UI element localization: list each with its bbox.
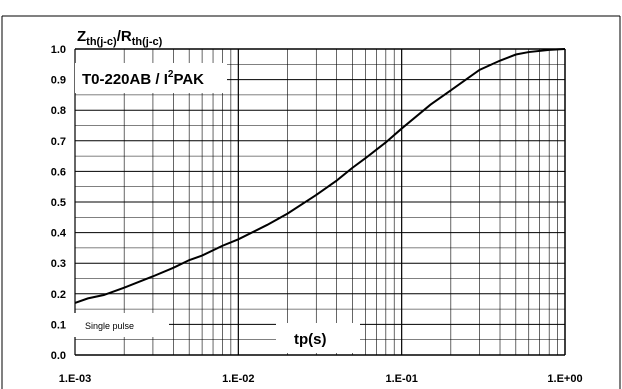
y-label-z-sub: th(j-c) [86, 36, 117, 48]
package-label-sup: 2 [168, 69, 174, 80]
x-tick-labels: 1.E-03 1.E-02 1.E-01 1.E+00 [59, 373, 583, 385]
y-tick-5: 0.5 [51, 197, 66, 209]
x-tick-1: 1.E-02 [222, 373, 254, 385]
x-tick-3: 1.E+00 [547, 373, 582, 385]
y-tick-8: 0.8 [51, 105, 66, 117]
y-tick-labels: 0.0 0.1 0.2 0.3 0.4 0.5 0.6 0.7 0.8 0.9 1.0 [51, 44, 67, 362]
y-tick-0: 0.0 [51, 350, 66, 362]
y-label-r: R [121, 28, 132, 45]
y-tick-9: 0.9 [51, 75, 66, 87]
y-label-z: Z [77, 28, 86, 45]
package-label: T0-220AB / I2PAK [82, 69, 204, 88]
single-pulse-box [73, 313, 169, 337]
y-label-slash: / [117, 28, 122, 45]
x-axis-label: tp(s) [294, 331, 327, 348]
y-tick-4: 0.4 [51, 228, 67, 240]
package-label-end: PAK [173, 71, 204, 88]
y-axis-label: Zth(j-c)/Rth(j-c) [77, 28, 163, 48]
grid [74, 48, 566, 356]
single-pulse-note: Single pulse [85, 321, 134, 331]
package-label-box [75, 63, 227, 93]
y-tick-7: 0.7 [51, 136, 66, 148]
y-tick-6: 0.6 [51, 166, 66, 178]
y-label-r-sub: th(j-c) [132, 36, 163, 48]
y-tick-1: 0.1 [51, 319, 66, 331]
x-tick-0: 1.E-03 [59, 373, 91, 385]
x-tick-2: 1.E-01 [385, 373, 417, 385]
x-axis-label-box [276, 323, 360, 353]
package-label-main: T0-220AB / I [82, 71, 168, 88]
y-tick-10: 1.0 [51, 44, 66, 56]
y-tick-2: 0.2 [51, 289, 66, 301]
series-line [74, 48, 566, 304]
y-tick-3: 0.3 [51, 258, 66, 270]
